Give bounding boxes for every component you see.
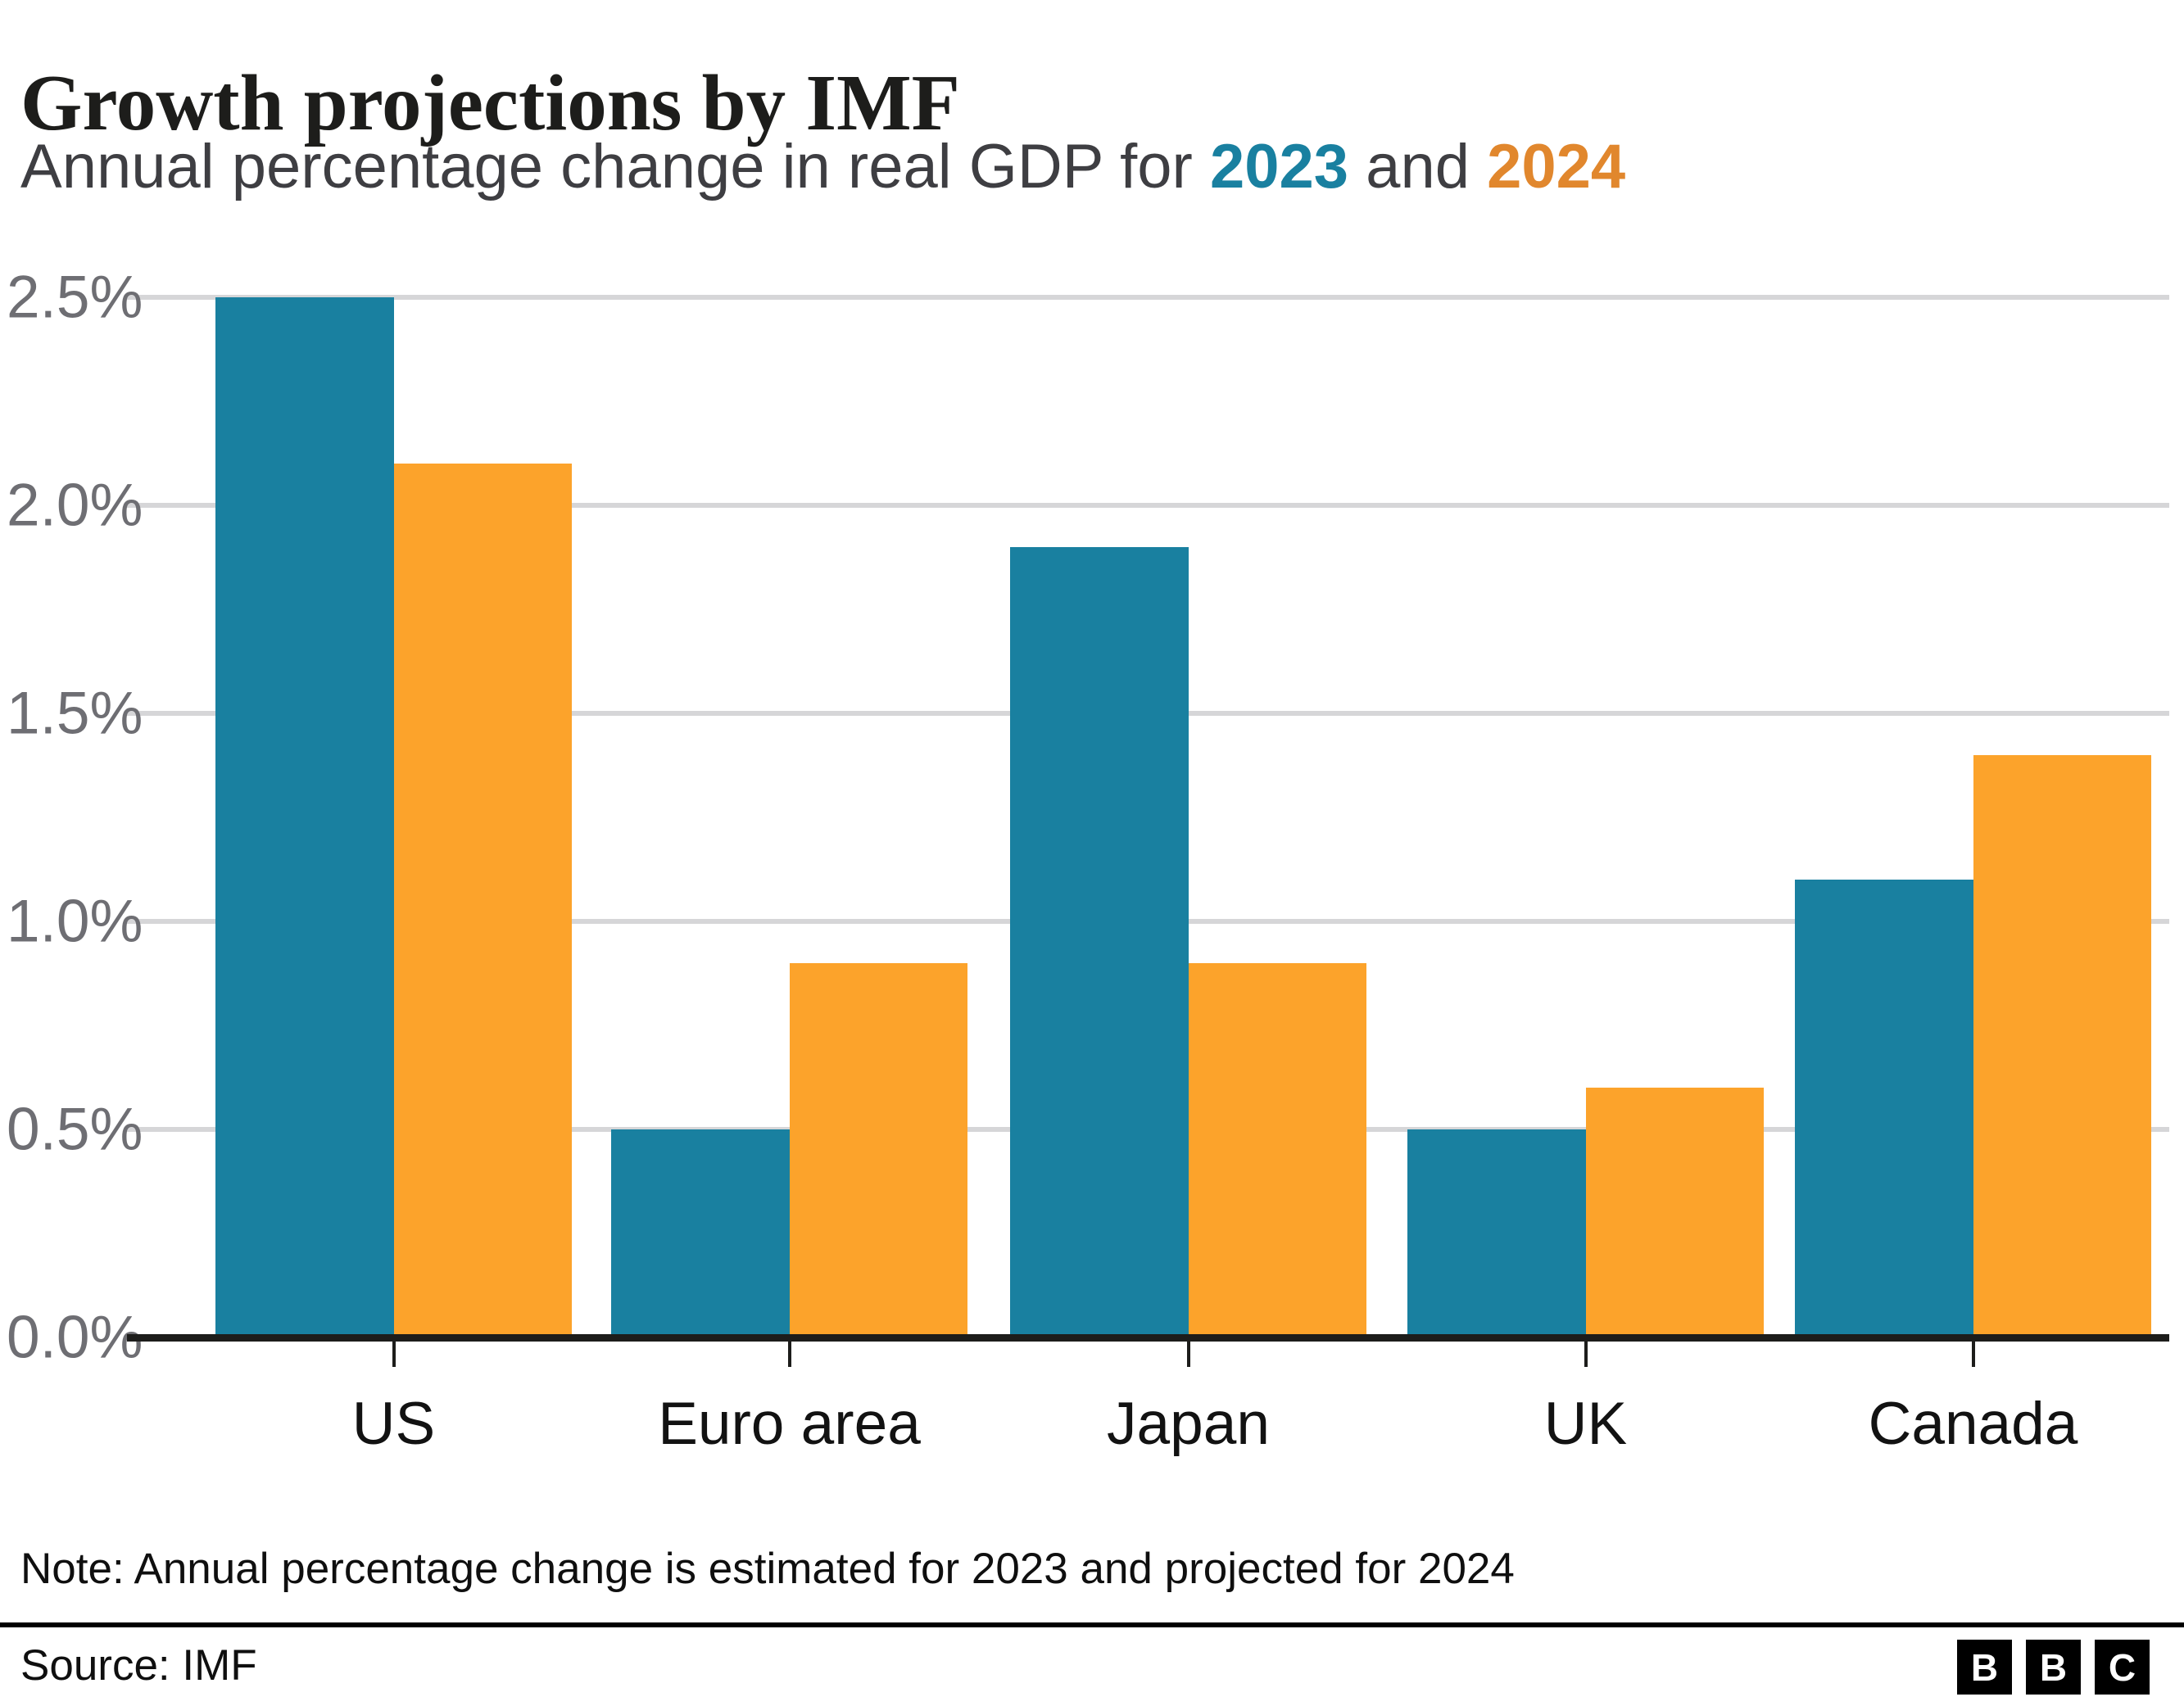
x-axis-tick <box>1971 1341 1975 1367</box>
bbc-logo-letter: B <box>1957 1640 2012 1695</box>
bar-japan-2023 <box>1010 546 1189 1337</box>
x-axis-category-label: UK <box>1543 1391 1628 1457</box>
x-axis-tick <box>392 1341 396 1367</box>
x-axis-tick <box>787 1341 791 1367</box>
subtitle-prefix: Annual percentage change in real GDP for <box>20 132 1210 201</box>
subtitle-year-2024: 2024 <box>1487 132 1626 201</box>
x-axis-tick <box>1186 1341 1190 1367</box>
x-axis-category-label: Canada <box>1868 1391 2078 1457</box>
footnote: Note: Annual percentage change is estima… <box>20 1545 1515 1593</box>
bbc-logo-letter: B <box>2026 1640 2081 1695</box>
subtitle-year-2023: 2023 <box>1209 132 1349 201</box>
bar-uk-2023 <box>1407 1129 1586 1337</box>
x-axis-category-label: Euro area <box>658 1391 921 1457</box>
footer-divider <box>0 1622 2184 1627</box>
y-axis-tick-label: 1.5% <box>7 680 143 747</box>
y-axis-tick-label: 0.5% <box>7 1096 143 1163</box>
gridline <box>127 503 2169 508</box>
bar-canada-2023 <box>1795 880 1973 1337</box>
gridline <box>127 295 2169 300</box>
y-axis-tick-label: 2.5% <box>7 264 143 331</box>
bar-euro-area-2024 <box>789 962 967 1337</box>
y-axis-tick-label: 0.0% <box>7 1304 143 1371</box>
bar-canada-2024 <box>1973 754 2151 1337</box>
bar-us-2024 <box>393 464 572 1337</box>
chart-title: Growth projections by IMF <box>20 58 960 147</box>
y-axis-tick-label: 1.0% <box>7 888 143 955</box>
y-axis-tick-label: 2.0% <box>7 472 143 539</box>
x-axis-category-label: US <box>351 1391 436 1457</box>
bar-euro-area-2023 <box>611 1129 790 1337</box>
bar-japan-2024 <box>1188 962 1366 1337</box>
bar-us-2023 <box>215 297 394 1337</box>
subtitle-and: and <box>1348 132 1488 201</box>
bbc-logo-letter: C <box>2095 1640 2150 1695</box>
x-axis-baseline <box>127 1334 2169 1342</box>
x-axis-tick <box>1584 1341 1588 1367</box>
bar-uk-2024 <box>1585 1088 1764 1337</box>
x-axis-category-label: Japan <box>1107 1391 1270 1457</box>
chart-subtitle: Annual percentage change in real GDP for… <box>20 129 1625 204</box>
source-label: Source: IMF <box>20 1641 257 1690</box>
